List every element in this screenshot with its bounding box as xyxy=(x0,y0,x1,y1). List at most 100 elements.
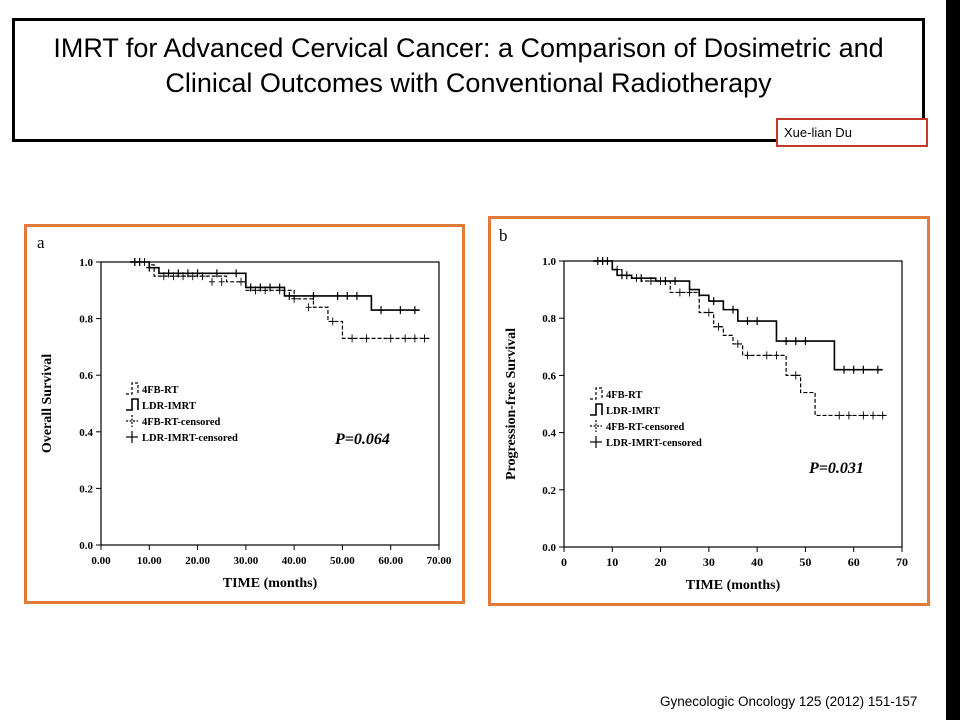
censored-mark xyxy=(623,271,630,280)
censored-mark xyxy=(763,351,770,360)
sidebar-bar xyxy=(946,0,960,720)
y-tick-label: 0.6 xyxy=(542,370,556,382)
legend: 4FB-RT LDR-IMRT 4FB-RT-censored LDR-IMRT-ce… xyxy=(126,382,238,444)
y-tick-label: 0.6 xyxy=(79,370,93,382)
plot-area-frame xyxy=(100,261,440,546)
legend-label: LDR-IMRT xyxy=(606,406,660,417)
survival-chart-a: a 0.00 10.00 20.00 30.00 40.00 50.00 60.00 70.00… xyxy=(37,233,452,591)
x-tick-label: 20 xyxy=(655,555,667,569)
censored-mark xyxy=(754,317,761,326)
censored-mark xyxy=(705,308,712,317)
censored-mark xyxy=(286,291,293,300)
legend-label: 4FB-RT xyxy=(142,385,178,396)
citation: Gynecologic Oncology 125 (2012) 151-157 xyxy=(660,694,918,709)
censored-mark xyxy=(734,339,741,348)
legend-label: LDR-IMRT-censored xyxy=(142,433,238,444)
legend-swatch-solid xyxy=(126,398,139,411)
censored-mark xyxy=(638,274,645,283)
censored-mark xyxy=(773,351,780,360)
censored-mark xyxy=(194,269,201,278)
legend-label: 4FB-RT-censored xyxy=(606,422,685,433)
censored-mark xyxy=(836,411,843,420)
x-tick-label: 20.00 xyxy=(185,555,210,567)
censored-mark xyxy=(165,269,172,278)
legend-label: LDR-IMRT-censored xyxy=(606,438,702,449)
x-tick-label: 50 xyxy=(799,555,811,569)
censored-mark xyxy=(146,263,153,272)
legend-label: 4FB-RT-censored xyxy=(142,417,221,428)
censored-mark xyxy=(783,337,790,346)
y-tick-label: 0.8 xyxy=(79,314,93,326)
title-box: IMRT for Advanced Cervical Cancer: a Com… xyxy=(12,18,925,142)
censored-mark xyxy=(715,322,722,331)
panel-letter: b xyxy=(499,226,508,245)
y-tick-label: 0.4 xyxy=(79,427,93,439)
legend: 4FB-RT LDR-IMRT 4FB-RT-censored LDR-IMRT-ce… xyxy=(590,387,702,449)
censored-mark xyxy=(662,277,669,286)
x-tick-label: 10 xyxy=(606,555,618,569)
censored-mark xyxy=(850,365,857,374)
legend-swatch-censored xyxy=(590,436,602,448)
censored-mark xyxy=(175,269,182,278)
x-tick-label: 30.00 xyxy=(233,555,258,567)
y-tick-label: 0.0 xyxy=(542,542,556,554)
censored-mark xyxy=(792,371,799,380)
censored-mark xyxy=(879,411,886,420)
y-tick-label: 0.0 xyxy=(79,540,93,552)
censored-mark xyxy=(267,283,273,292)
x-tick-label: 70.00 xyxy=(427,555,452,567)
y-tick-label: 0.4 xyxy=(542,428,556,440)
censored-mark xyxy=(860,365,867,374)
censored-mark xyxy=(710,297,717,306)
censored-mark xyxy=(411,306,418,315)
censored-mark xyxy=(860,411,867,420)
censored-mark xyxy=(378,306,385,315)
legend-label: LDR-IMRT xyxy=(142,401,196,412)
censored-mark xyxy=(874,365,881,374)
chart-panel-a: a 0.00 10.00 20.00 30.00 40.00 50.00 60.00 70.00… xyxy=(24,224,465,604)
censored-mark xyxy=(184,269,191,278)
censored-mark xyxy=(136,258,143,266)
censored-mark xyxy=(238,277,245,286)
censored-mark xyxy=(744,317,751,326)
x-tick-label: 70 xyxy=(896,555,908,569)
x-tick-label: 30 xyxy=(703,555,715,569)
censored-mark xyxy=(329,317,336,326)
x-tick-label: 50.00 xyxy=(330,555,355,567)
y-tick-label: 1.0 xyxy=(542,256,556,268)
p-value-annotation: P=0.031 xyxy=(808,460,864,477)
legend-swatch-dashed xyxy=(590,387,603,400)
legend-label: 4FB-RT xyxy=(606,390,642,401)
x-tick-label: 60.00 xyxy=(378,555,403,567)
y-tick-label: 0.2 xyxy=(542,485,556,497)
x-tick-label: 40 xyxy=(751,555,763,569)
legend-swatch-solid xyxy=(590,403,603,416)
censored-mark xyxy=(402,334,409,343)
y-tick-label: 0.2 xyxy=(79,483,93,495)
y-tick-label: 0.8 xyxy=(542,313,556,325)
censored-mark xyxy=(870,411,877,420)
censored-mark xyxy=(213,269,220,278)
survival-chart-b: b 0 10 20 30 40 50 60 70 0.0 0.2 0.4 0.6 0.8 1.0 TIME (… xyxy=(499,226,908,593)
censored-mark xyxy=(344,291,351,300)
censored-mark xyxy=(792,337,799,346)
x-tick-label: 40.00 xyxy=(282,555,307,567)
censored-mark xyxy=(387,334,394,343)
page-title: IMRT for Advanced Cervical Cancer: a Com… xyxy=(53,33,884,98)
y-axis-label: Progression-free Survival xyxy=(504,328,519,480)
censored-mark xyxy=(233,269,240,278)
censored-mark xyxy=(276,283,283,292)
legend-swatch-censored xyxy=(126,415,138,427)
x-tick-label: 10.00 xyxy=(137,555,162,567)
series-line-4fb-rt xyxy=(129,261,430,340)
censored-mark xyxy=(672,277,679,286)
censored-mark xyxy=(257,283,264,292)
x-tick-label: 60 xyxy=(848,555,860,569)
censored-mark xyxy=(397,306,404,315)
censored-mark xyxy=(305,303,312,312)
x-axis-label: TIME (months) xyxy=(686,578,781,593)
y-tick-label: 1.0 xyxy=(79,257,93,269)
censored-mark xyxy=(218,277,225,286)
censored-mark xyxy=(349,334,356,343)
censored-mark xyxy=(730,305,736,314)
